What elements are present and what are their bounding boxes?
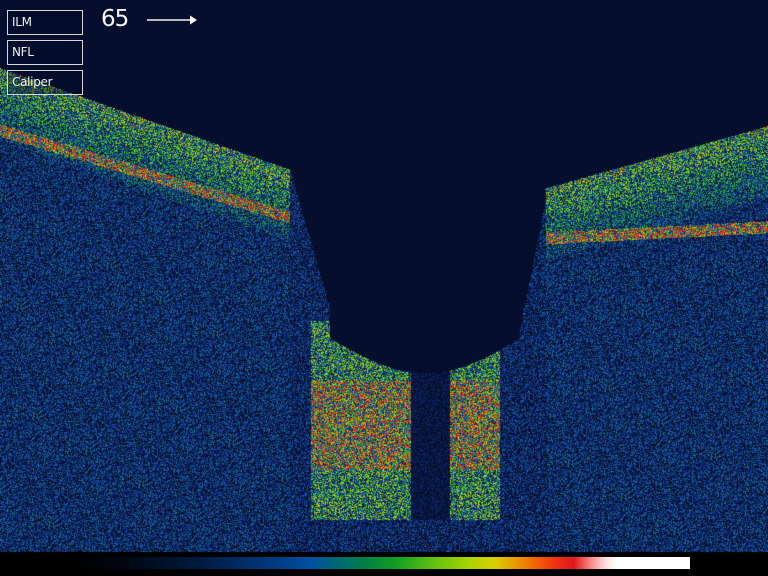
color-scale-bar — [78, 557, 690, 569]
ilm-button[interactable]: ILM — [7, 10, 83, 35]
frame-number: 65 — [101, 6, 129, 32]
caliper-button[interactable]: Caliper — [7, 70, 83, 95]
arrow-right-icon — [147, 15, 197, 25]
nfl-button[interactable]: NFL — [7, 40, 83, 65]
